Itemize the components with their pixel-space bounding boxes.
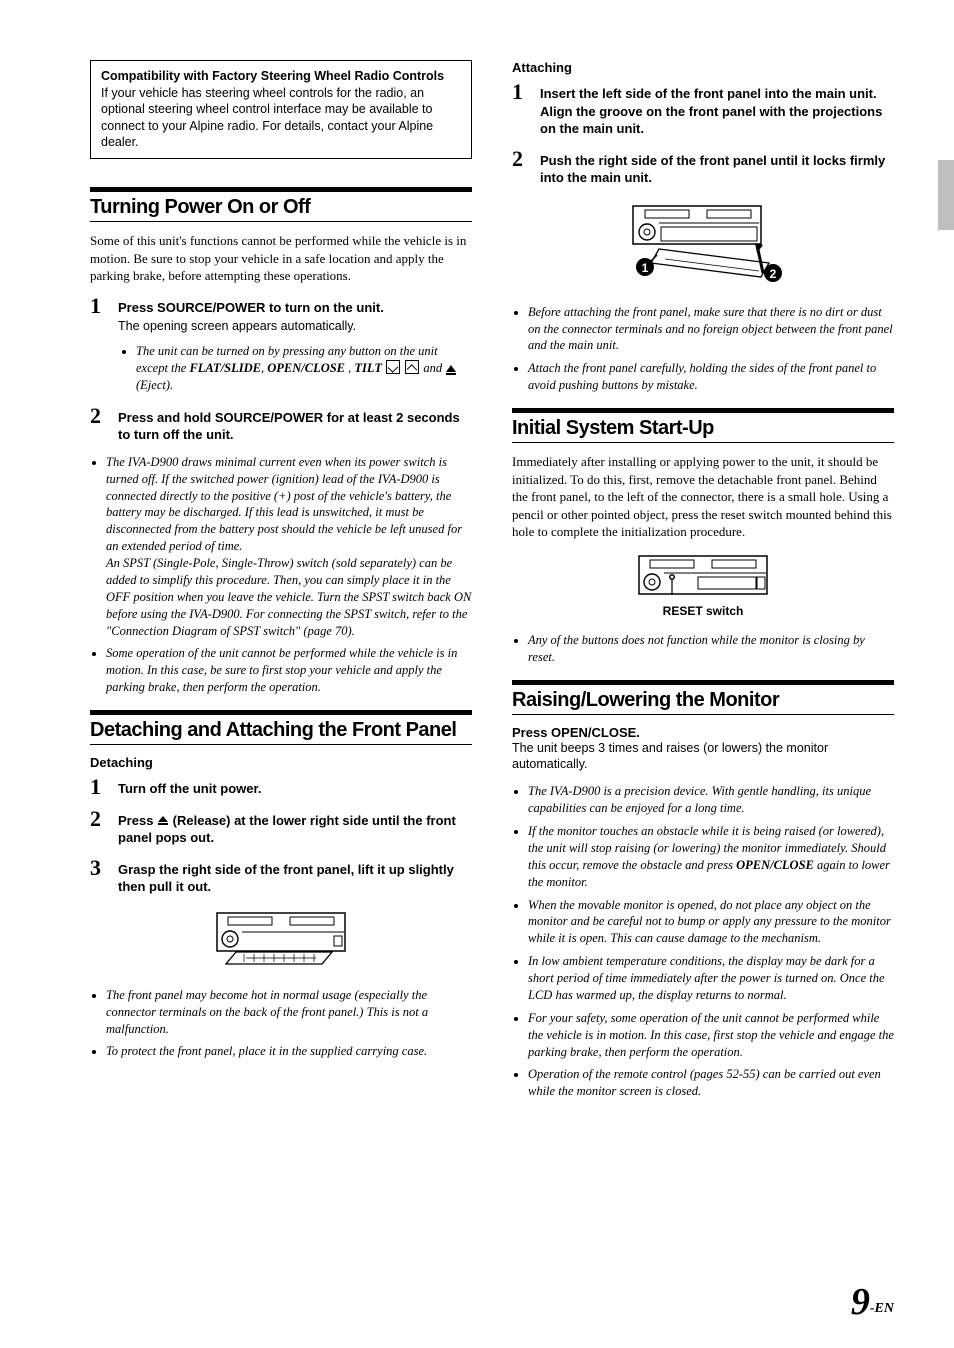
detach-bullets: The front panel may become hot in normal… [90,987,472,1061]
step-instruction: Grasp the right side of the front panel,… [118,861,472,896]
bullet: Operation of the remote control (pages 5… [528,1066,894,1100]
right-column: Attaching 1 Insert the left side of the … [512,60,894,1106]
heading-monitor: Raising/Lowering the Monitor [512,680,894,715]
two-column-layout: Compatibility with Factory Steering Whee… [90,60,894,1106]
subhead-detaching: Detaching [90,755,472,770]
detach-step-2: 2 Press (Release) at the lower right sid… [90,808,472,849]
compat-title: Compatibility with Factory Steering Whee… [101,69,461,83]
device-reset-illustration [638,555,768,595]
tilt-up-icon [405,360,419,374]
compatibility-box: Compatibility with Factory Steering Whee… [90,60,472,159]
power-step-1: 1 Press SOURCE/POWER to turn on the unit… [90,295,472,397]
page-num: 9 [851,1281,870,1323]
bullet: Attach the front panel carefully, holdin… [528,360,894,394]
step-note: The unit can be turned on by pressing an… [136,343,472,394]
initial-bullets: Any of the buttons does not function whi… [512,632,894,666]
bullet: To protect the front panel, place it in … [106,1043,472,1060]
side-tab [938,160,954,230]
attach-step-1: 1 Insert the left side of the front pane… [512,81,894,140]
monitor-press: Press OPEN/CLOSE. [512,725,894,740]
figure-reset: RESET switch [512,555,894,618]
step-sub: The opening screen appears automatically… [118,318,472,335]
detach-step-1: 1 Turn off the unit power. [90,776,472,800]
figure-detach [90,912,472,973]
step-number: 1 [90,295,108,397]
heading-initial: Initial System Start-Up [512,408,894,443]
subhead-attaching: Attaching [512,60,894,75]
power-bullets: The IVA-D900 draws minimal current even … [90,454,472,696]
left-column: Compatibility with Factory Steering Whee… [90,60,472,1106]
step-number: 2 [90,808,108,849]
bullet: When the movable monitor is opened, do n… [528,897,894,948]
heading-detach: Detaching and Attaching the Front Panel [90,710,472,745]
bullet: The IVA-D900 is a precision device. With… [528,783,894,817]
initial-body: Immediately after installing or applying… [512,453,894,541]
bullet: Any of the buttons does not function whi… [528,632,894,666]
step-number: 1 [90,776,108,800]
step-number: 2 [90,405,108,446]
bullet: Some operation of the unit cannot be per… [106,645,472,696]
power-step-2: 2 Press and hold SOURCE/POWER for at lea… [90,405,472,446]
step-instruction: Press and hold SOURCE/POWER for at least… [118,409,472,444]
step-number: 2 [512,148,530,189]
monitor-sub: The unit beeps 3 times and raises (or lo… [512,740,894,774]
reset-label: RESET switch [512,604,894,618]
eject-icon [446,365,456,372]
bullet: The front panel may become hot in normal… [106,987,472,1038]
release-icon [158,816,168,826]
detach-step-3: 3 Grasp the right side of the front pane… [90,857,472,898]
svg-text:2: 2 [770,267,777,281]
step-instruction: Press SOURCE/POWER to turn on the unit. [118,299,472,317]
attach-bullets: Before attaching the front panel, make s… [512,304,894,394]
device-attach-illustration: 1 2 [623,205,783,285]
power-intro: Some of this unit's functions cannot be … [90,232,472,285]
compat-body: If your vehicle has steering wheel contr… [101,85,461,150]
figure-attach: 1 2 [512,205,894,290]
monitor-bullets: The IVA-D900 is a precision device. With… [512,783,894,1100]
step-instruction: Push the right side of the front panel u… [540,152,894,187]
bullet: Before attaching the front panel, make s… [528,304,894,355]
step-number: 1 [512,81,530,140]
page-number: 9-EN [851,1280,894,1324]
step-instruction: Insert the left side of the front panel … [540,85,894,138]
page-suffix: -EN [870,1301,894,1316]
step-number: 3 [90,857,108,898]
bullet: For your safety, some operation of the u… [528,1010,894,1061]
attach-step-2: 2 Push the right side of the front panel… [512,148,894,189]
step-instruction: Turn off the unit power. [118,780,472,798]
device-illustration [216,912,346,968]
bullet: If the monitor touches an obstacle while… [528,823,894,891]
tilt-down-icon [386,360,400,374]
bullet: The IVA-D900 draws minimal current even … [106,454,472,640]
bullet: In low ambient temperature conditions, t… [528,953,894,1004]
step-instruction: Press (Release) at the lower right side … [118,812,472,847]
step-notes: The unit can be turned on by pressing an… [118,343,472,394]
svg-text:1: 1 [642,261,649,275]
heading-power: Turning Power On or Off [90,187,472,222]
